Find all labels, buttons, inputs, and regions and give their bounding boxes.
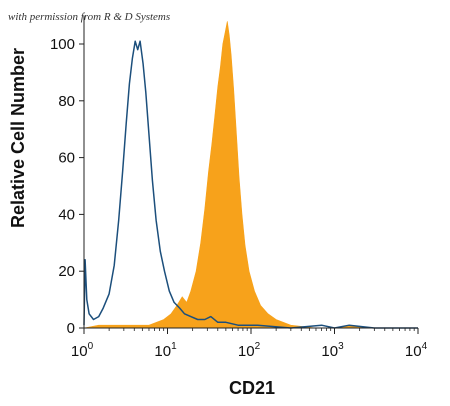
x-tick-label: 102: [238, 341, 261, 360]
axes: 0 20 40 60 80 100 100 101 102 103 104: [50, 16, 428, 360]
y-axis-title: Relative Cell Number: [8, 48, 28, 228]
watermark: with permission from R & D Systems: [8, 11, 170, 23]
y-tick-label: 40: [58, 206, 75, 223]
y-tick-label: 0: [67, 320, 75, 337]
plot-area: [83, 21, 418, 329]
x-axis-title: CD21: [229, 378, 275, 398]
x-tick-label: 100: [71, 341, 94, 360]
y-tick-label: 60: [58, 150, 75, 167]
y-tick-label: 20: [58, 263, 75, 280]
x-tick-label: 101: [154, 341, 177, 360]
series-filled-histogram: [83, 21, 418, 329]
y-tick-label: 80: [58, 93, 75, 110]
series-outline-histogram: [83, 40, 418, 329]
x-tick-label: 104: [405, 341, 428, 360]
y-tick-label: 100: [50, 36, 75, 53]
x-tick-label: 103: [321, 341, 344, 360]
